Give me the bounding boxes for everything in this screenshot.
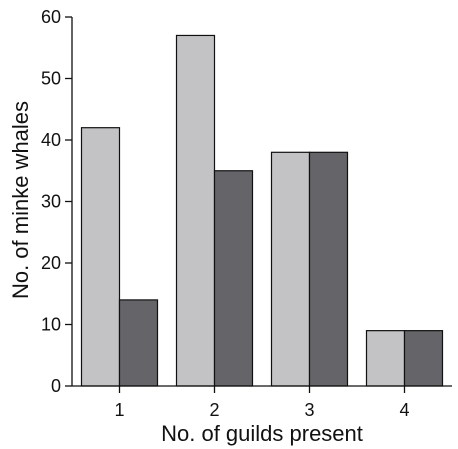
- x-tick-label-3: 3: [304, 400, 314, 420]
- y-axis-title: No. of minke whales: [8, 101, 33, 299]
- x-tick-label-1: 1: [114, 400, 124, 420]
- x-tick-label-4: 4: [399, 400, 409, 420]
- y-tick-label-30: 30: [41, 192, 61, 212]
- bar-series2-cat-3: [308, 151, 349, 387]
- y-tick-label-50: 50: [41, 69, 61, 89]
- bar-series1-cat-4: [365, 330, 406, 387]
- bar-series1-cat-3: [270, 151, 311, 387]
- bar-series1-cat-2: [175, 34, 216, 387]
- y-tick-label-60: 60: [41, 7, 61, 27]
- x-ticks-group: 1 2 3 4: [114, 386, 410, 420]
- y-tick-label-40: 40: [41, 130, 61, 150]
- y-tick-label-20: 20: [41, 253, 61, 273]
- bar-series2-cat-2: [213, 170, 254, 387]
- y-tick-label-10: 10: [41, 315, 61, 335]
- bar-series1-cat-1: [80, 127, 121, 387]
- y-ticks-group: 0 10 20 30 40 50 60: [41, 7, 72, 396]
- bar-series2-cat-4: [403, 330, 444, 387]
- bar-series2-cat-1: [118, 299, 159, 387]
- x-axis-title: No. of guilds present: [161, 421, 363, 446]
- x-tick-label-2: 2: [209, 400, 219, 420]
- bars-group: [80, 34, 444, 387]
- y-tick-label-0: 0: [51, 376, 61, 396]
